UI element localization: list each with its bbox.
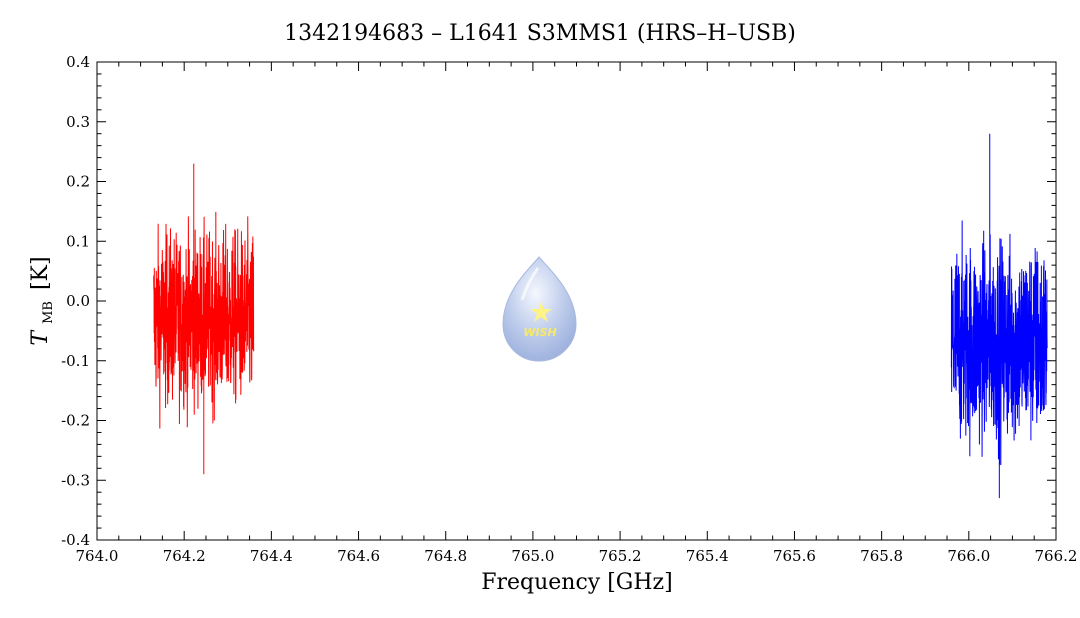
y-tick-label: -0.1 (61, 352, 90, 370)
y-axis-label-sub: MB (41, 301, 56, 324)
y-axis-label-unit: [K] (28, 256, 53, 290)
x-tick-label: 766.2 (1035, 547, 1078, 565)
x-tick-label: 764.0 (76, 547, 119, 565)
x-tick-label: 764.8 (424, 547, 467, 565)
y-tick-label: 0.2 (66, 173, 90, 191)
y-tick-label: 0.4 (66, 53, 90, 71)
x-tick-label: 764.6 (337, 547, 380, 565)
y-tick-label: 0.0 (66, 292, 90, 310)
spectrum-series-1 (153, 163, 255, 475)
spectrum-series-2 (950, 133, 1048, 499)
svg-text:T MB [K]: T MB [K] (28, 256, 58, 345)
y-tick-label: -0.2 (61, 412, 90, 430)
ticks-layer (96, 61, 1057, 541)
x-tick-label: 765.6 (773, 547, 816, 565)
x-tick-label: 764.2 (163, 547, 206, 565)
x-tick-labels: 764.0 764.2 764.4 764.6 764.8 765.0 765.2 765.4… (76, 547, 1078, 565)
logo-text: WISH (523, 326, 556, 339)
x-tick-label: 765.8 (860, 547, 903, 565)
chart-title: 1342194683 – L1641 S3MMS1 (HRS–H–USB) (284, 21, 796, 46)
x-tick-label: 765.4 (686, 547, 729, 565)
y-tick-label: 0.3 (66, 113, 90, 131)
star-icon (530, 301, 552, 322)
y-axis-label: T MB [K] (28, 256, 58, 345)
series-layer (153, 133, 1048, 499)
x-tick-label: 765.0 (511, 547, 554, 565)
x-tick-label: 765.2 (599, 547, 642, 565)
y-tick-label: -0.3 (61, 471, 90, 489)
wish-logo: WISH (502, 256, 577, 362)
x-axis-label: Frequency [GHz] (481, 570, 673, 595)
y-axis-label-main: T (28, 329, 53, 346)
y-tick-labels: 0.4 0.3 0.2 0.1 0.0 -0.1 -0.2 -0.3 -0.4 (61, 53, 90, 549)
x-tick-label: 764.4 (250, 547, 293, 565)
x-tick-label: 766.0 (947, 547, 990, 565)
y-tick-label: -0.4 (61, 531, 90, 549)
y-tick-label: 0.1 (66, 232, 90, 250)
